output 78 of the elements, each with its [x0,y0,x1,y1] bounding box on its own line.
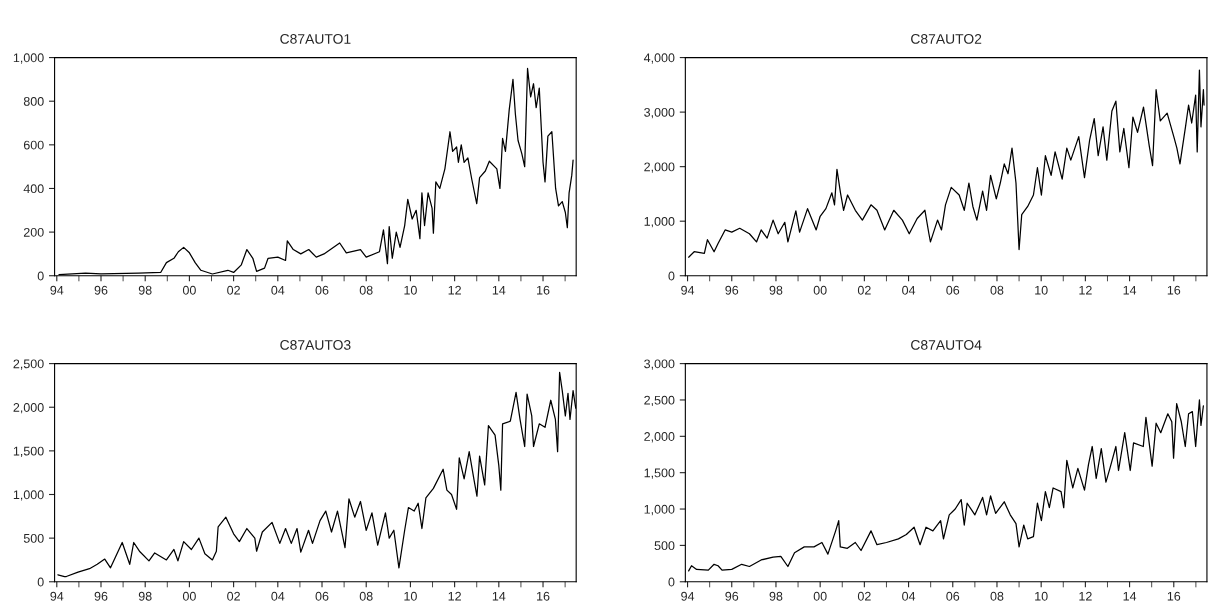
x-tick-label: 04 [271,591,285,601]
y-tick-label: 600 [23,140,44,150]
x-tick-label: 96 [94,591,108,601]
x-tick-label: 10 [1035,285,1048,295]
x-tick-label: 02 [227,285,240,295]
x-tick-label: 16 [1167,591,1181,601]
y-tick-label: 0 [37,271,44,281]
x-tick-label: 10 [1035,591,1048,601]
x-tick-label: 12 [1079,591,1092,601]
x-tick-label: 06 [315,285,329,295]
x-tick-label: 14 [492,591,506,601]
y-tick-label: 2,500 [13,359,44,370]
x-tick-label: 94 [50,591,64,601]
x-tick-label: 00 [813,285,827,295]
x-tick-label: 04 [902,285,916,295]
x-tick-label: 00 [813,591,827,601]
x-tick-label: 94 [681,591,695,601]
x-tick-label: 08 [359,591,373,601]
x-tick-label: 96 [725,591,739,601]
x-tick-label: 04 [902,591,916,601]
chart-title: C87AUTO2 [911,33,982,44]
y-tick-label: 200 [23,227,44,237]
y-tick-label: 1,000 [644,504,675,516]
x-tick-label: 98 [138,591,152,601]
y-tick-label: 3,000 [644,359,675,370]
x-tick-label: 00 [182,285,196,295]
y-tick-label: 2,000 [13,403,44,414]
x-tick-label: 06 [946,285,960,295]
x-tick-label: 16 [537,285,550,295]
x-tick-label: 02 [857,591,871,601]
y-tick-label: 1,000 [13,490,44,501]
x-tick-label: 02 [227,591,240,601]
y-tick-label: 2,500 [644,395,675,407]
x-tick-label: 14 [1123,285,1137,295]
x-tick-label: 12 [448,591,461,601]
y-tick-label: 1,500 [644,468,675,479]
y-tick-label: 0 [668,271,675,281]
line-series [688,399,1205,572]
x-tick-label: 04 [271,285,285,295]
x-tick-label: 08 [359,285,373,295]
x-tick-label: 06 [315,591,329,601]
x-tick-label: 16 [537,591,550,601]
x-tick-label: 94 [50,285,64,295]
y-tick-label: 1,000 [13,53,44,64]
x-tick-label: 08 [990,285,1004,295]
x-tick-label: 02 [857,285,871,295]
x-tick-label: 98 [138,285,152,295]
line-series [58,67,574,276]
x-tick-label: 10 [404,285,417,295]
y-tick-label: 400 [23,184,44,194]
chart-title: C87AUTO3 [280,340,351,350]
x-tick-label: 98 [769,285,783,295]
y-tick-label: 3,000 [644,107,675,119]
x-tick-label: 10 [404,591,417,601]
y-tick-label: 800 [23,97,44,106]
x-tick-label: 08 [990,591,1004,601]
x-tick-label: 94 [681,285,695,295]
x-tick-label: 14 [1123,591,1137,601]
y-tick-label: 4,000 [643,53,675,64]
y-tick-label: 0 [668,577,675,587]
x-tick-label: 98 [769,591,783,601]
x-tick-label: 14 [492,285,506,295]
x-tick-label: 12 [1079,285,1092,295]
y-tick-label: 500 [654,541,675,551]
y-tick-label: 0 [37,577,44,587]
x-tick-label: 00 [182,591,196,601]
x-tick-label: 06 [946,591,960,601]
y-tick-label: 1,000 [644,216,675,228]
x-tick-label: 96 [725,285,739,295]
y-tick-label: 500 [23,533,44,543]
x-tick-label: 96 [94,285,108,295]
x-tick-label: 16 [1167,285,1181,295]
x-tick-label: 12 [448,285,461,295]
chart-title: C87AUTO4 [911,340,982,350]
y-tick-label: 1,500 [13,446,44,457]
y-tick-label: 2,000 [644,432,675,443]
chart-title: C87AUTO1 [280,33,351,44]
y-tick-label: 2,000 [644,162,675,173]
